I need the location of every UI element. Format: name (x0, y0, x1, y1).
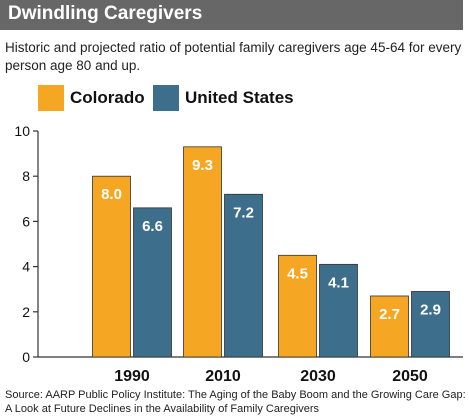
bar-colorado-2050 (370, 295, 409, 358)
data-label-united-states-2030: 4.1 (328, 274, 349, 291)
bar-united-states-1990 (133, 207, 172, 358)
bar-colorado-2010 (183, 146, 222, 358)
data-label-colorado-2030: 4.5 (287, 265, 308, 282)
legend-swatch-united-states (153, 85, 179, 111)
bar-colorado-1990 (92, 175, 131, 358)
data-label-united-states-2050: 2.9 (420, 301, 441, 318)
header-bar: Dwindling Caregivers (0, 0, 463, 30)
source-note: Source: AARP Public Policy Institute: Th… (5, 389, 466, 415)
bar-chart: 0 2 4 6 8 10 8.0 6.6 1990 9.3 7.2 2010 4.5 4.1 2030 2.7… (14, 123, 463, 385)
x-tick-label-2010: 2010 (205, 368, 241, 385)
legend-label-colorado: Colorado (70, 88, 145, 107)
chart-title: Dwindling Caregivers (8, 3, 203, 24)
y-tick-label-10: 10 (14, 123, 30, 139)
data-label-colorado-2010: 9.3 (192, 157, 213, 174)
chart-subtitle: Historic and projected ratio of potentia… (5, 40, 462, 73)
legend-swatch-colorado (38, 85, 64, 111)
y-tick-label-6: 6 (22, 213, 30, 229)
data-label-colorado-1990: 8.0 (101, 186, 122, 203)
y-tick-label-8: 8 (22, 168, 30, 184)
bar-united-states-2010 (224, 193, 263, 358)
data-label-united-states-2010: 7.2 (233, 204, 254, 221)
y-tick-label-2: 2 (22, 304, 30, 320)
legend-label-united-states: United States (185, 88, 294, 107)
x-tick-label-2050: 2050 (392, 368, 428, 385)
data-label-colorado-2050: 2.7 (379, 306, 400, 323)
y-tick-label-4: 4 (22, 259, 30, 275)
data-label-united-states-1990: 6.6 (142, 218, 163, 235)
x-tick-label-2030: 2030 (300, 368, 336, 385)
bar-united-states-2030 (319, 263, 358, 358)
y-tick-label-0: 0 (22, 349, 30, 365)
bar-colorado-2030 (278, 254, 317, 358)
bar-united-states-2050 (411, 291, 450, 358)
x-tick-label-1990: 1990 (114, 368, 150, 385)
